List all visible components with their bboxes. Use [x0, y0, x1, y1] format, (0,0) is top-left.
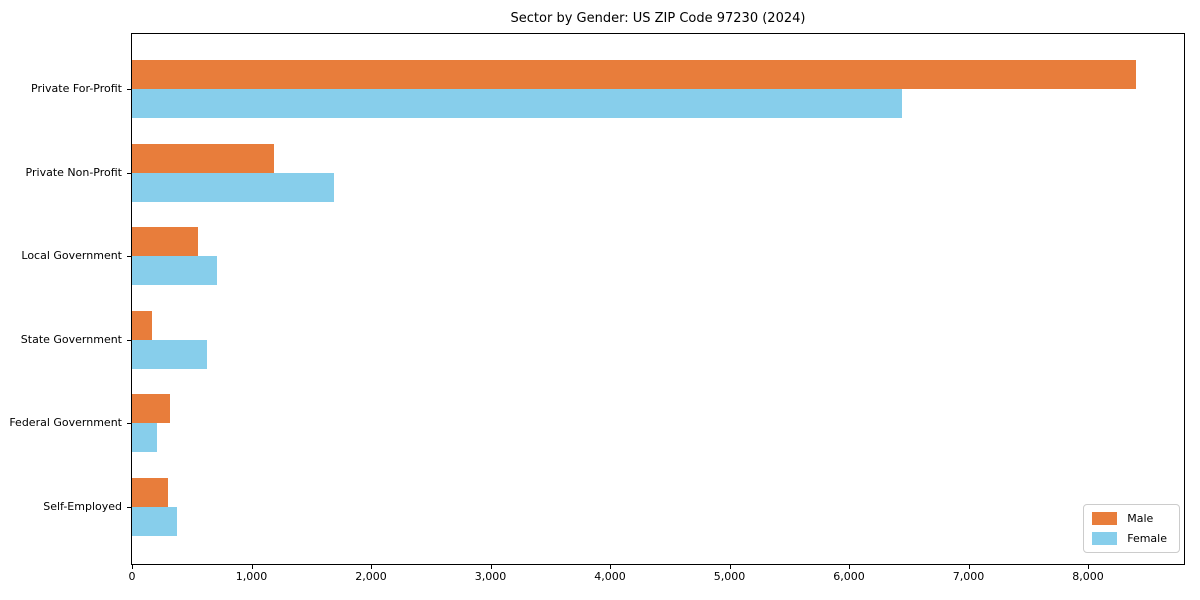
y-tick [127, 256, 131, 257]
x-tick-label-2-000: 2,000 [355, 570, 387, 583]
x-tick-label-7-000: 7,000 [952, 570, 985, 583]
bar-female-state-government [132, 339, 208, 369]
legend-swatch-female-icon [1092, 532, 1118, 545]
y-axis-label-state-government: State Government [20, 332, 122, 346]
x-tick [610, 565, 611, 569]
legend: Male Female [1083, 504, 1180, 553]
bar-male-local-government [132, 227, 198, 256]
y-axis-label-self-employed: Self-Employed [43, 499, 122, 513]
x-tick [490, 565, 492, 569]
x-tick [1088, 565, 1089, 569]
y-axis-label-federal-government: Federal Government [9, 416, 122, 429]
x-tick-label-5-000: 5,000 [713, 570, 746, 583]
y-tick [127, 339, 131, 341]
x-tick [371, 565, 372, 569]
x-tick-label-1-000: 1,000 [235, 570, 268, 583]
y-tick [127, 506, 131, 508]
chart-title: Sector by Gender: US ZIP Code 97230 (202… [510, 11, 806, 26]
legend-entry-male: Male [1092, 512, 1167, 525]
bar-male-private-non-profit [132, 143, 275, 173]
x-tick-label-3-000: 3,000 [474, 570, 507, 583]
x-tick-label-6-000: 6,000 [833, 570, 865, 583]
x-tick [849, 565, 850, 569]
x-tick-label-8-000: 8,000 [1072, 570, 1104, 583]
bar-female-self-employed [132, 506, 178, 536]
x-tick [729, 565, 731, 569]
bar-male-private-for-profit [132, 60, 1136, 89]
bar-female-private-for-profit [132, 89, 902, 118]
legend-swatch-male-icon [1092, 512, 1118, 525]
bar-female-local-government [132, 256, 217, 285]
x-tick-label-4-000: 4,000 [594, 570, 626, 583]
bar-male-state-government [132, 310, 153, 340]
bar-male-federal-government [132, 394, 171, 423]
y-tick [127, 172, 131, 174]
x-tick [968, 565, 970, 569]
legend-label-female: Female [1127, 532, 1167, 545]
x-tick [251, 565, 253, 569]
x-tick [132, 565, 133, 569]
y-axis-label-local-government: Local Government [21, 249, 122, 262]
x-tick-label-0: 0 [128, 570, 136, 583]
y-axis-label-private-non-profit: Private Non-Profit [25, 165, 122, 179]
bar-female-private-non-profit [132, 172, 334, 202]
y-tick [127, 89, 131, 90]
legend-label-male: Male [1127, 512, 1154, 525]
legend-entry-female: Female [1092, 532, 1167, 545]
bar-male-self-employed [132, 477, 168, 507]
y-tick [127, 423, 131, 424]
plot-area: Private For-Profit Private Non-Profit Loca… [9, 33, 1185, 583]
bar-female-federal-government [132, 423, 158, 452]
y-axis-label-private-for-profit: Private For-Profit [31, 82, 122, 95]
